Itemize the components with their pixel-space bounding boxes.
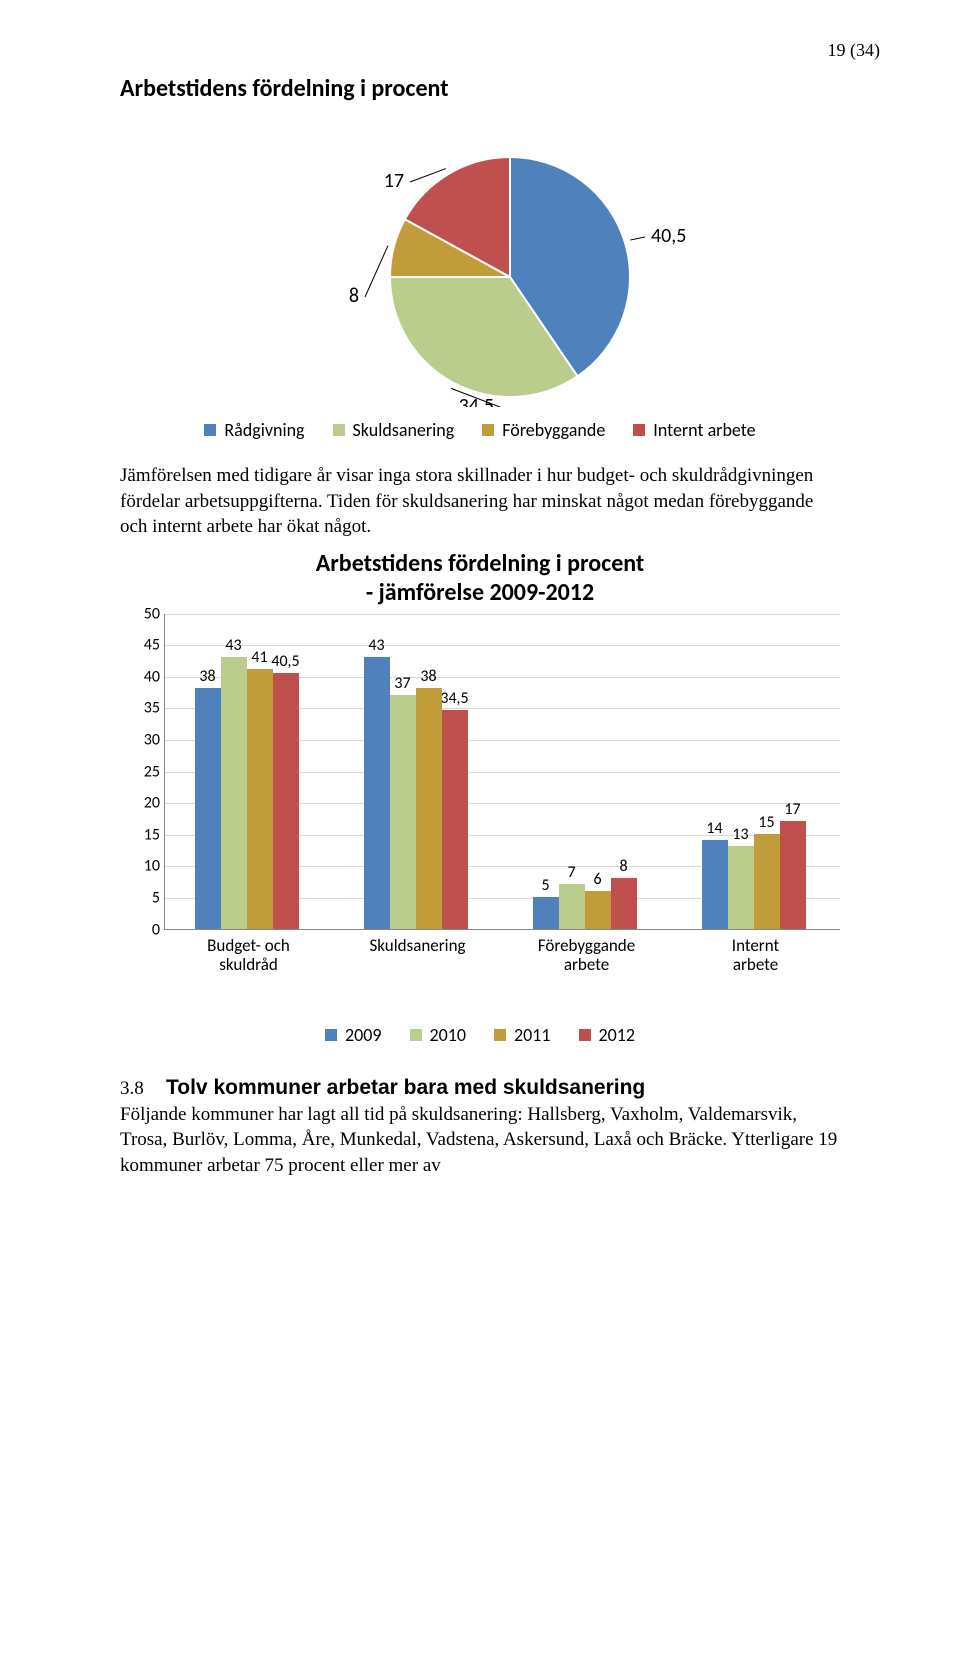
legend-label: 2012 [599, 1024, 636, 1046]
legend-label: Skuldsanering [353, 419, 455, 441]
bar-legend: 2009 2010 2011 2012 [120, 1024, 840, 1046]
legend-swatch [482, 424, 494, 436]
bar [221, 657, 247, 929]
pie-chart-block: Arbetstidens fördelning i procent 40,5 34… [120, 74, 840, 441]
legend-item: Internt arbete [633, 419, 755, 441]
y-tick-label: 35 [120, 699, 160, 718]
bar [195, 688, 221, 928]
bar-value-label: 8 [619, 857, 627, 876]
y-tick-label: 45 [120, 636, 160, 655]
bar [559, 884, 585, 928]
legend-item: Rådgivning [204, 419, 304, 441]
section-body: Följande kommuner har lagt all tid på sk… [120, 1102, 840, 1179]
pie-data-label: 8 [349, 284, 359, 308]
bar-title-line2: - jämförelse 2009-2012 [366, 578, 594, 607]
legend-swatch [333, 424, 345, 436]
y-tick-label: 15 [120, 825, 160, 844]
y-tick-label: 50 [120, 604, 160, 623]
bar-value-label: 43 [368, 636, 384, 655]
bar [416, 688, 442, 928]
legend-item: Skuldsanering [333, 419, 455, 441]
pie-chart-title: Arbetstidens fördelning i procent [120, 74, 840, 103]
page-number: 19 (34) [828, 40, 881, 61]
bar [585, 891, 611, 929]
pie-legend: Rådgivning Skuldsanering Förebyggande Inter… [204, 419, 755, 441]
x-category-label: Skuldsanering [338, 936, 498, 956]
x-category-label: Förebyggandearbete [507, 936, 667, 975]
legend-label: Förebyggande [502, 419, 605, 441]
bar-chart-block: Arbetstidens fördelning i procent - jämf… [120, 550, 840, 1046]
y-tick-label: 0 [120, 920, 160, 939]
bar [273, 673, 299, 929]
legend-item: 2012 [579, 1024, 636, 1046]
legend-swatch [410, 1029, 422, 1041]
bar [247, 669, 273, 928]
legend-swatch [579, 1029, 591, 1041]
bar-value-label: 17 [784, 800, 800, 819]
plot-area: 38434140,543373834,5576814131517 [164, 614, 840, 930]
bar [728, 846, 754, 928]
comparison-paragraph: Jämförelsen med tidigare år visar inga s… [120, 463, 840, 540]
bar-chart-title: Arbetstidens fördelning i procent - jämf… [120, 550, 840, 608]
bar-group [195, 657, 299, 929]
bar-group [533, 878, 637, 929]
y-tick-label: 30 [120, 730, 160, 749]
bar-group [702, 821, 806, 928]
pie-wrap: 40,5 34,5 8 17 Rådgivning Skuldsanering Föreb… [120, 107, 840, 441]
bar-value-label: 43 [225, 636, 241, 655]
pie-data-label: 40,5 [651, 224, 686, 248]
y-tick-label: 5 [120, 888, 160, 907]
page: 19 (34) Arbetstidens fördelning i procen… [0, 0, 960, 1654]
legend-label: Internt arbete [653, 419, 755, 441]
bar [754, 834, 780, 929]
bar-title-line1: Arbetstidens fördelning i procent [316, 549, 645, 578]
section-heading: 3.8Tolv kommuner arbetar bara med skulds… [120, 1076, 840, 1100]
x-category-label: Budget- ochskuldråd [169, 936, 329, 975]
legend-item: 2010 [410, 1024, 467, 1046]
legend-item: 2009 [325, 1024, 382, 1046]
legend-swatch [325, 1029, 337, 1041]
section-number: 3.8 [120, 1078, 166, 1100]
bar [533, 897, 559, 929]
pie-data-label: 34,5 [459, 394, 494, 407]
bar [780, 821, 806, 928]
bar [611, 878, 637, 929]
bar [364, 657, 390, 929]
y-tick-label: 10 [120, 857, 160, 876]
bar-group [364, 657, 468, 929]
legend-swatch [204, 424, 216, 436]
x-category-label: Interntarbete [676, 936, 836, 975]
pie-svg: 40,5 34,5 8 17 [250, 107, 710, 407]
legend-swatch [494, 1029, 506, 1041]
legend-swatch [633, 424, 645, 436]
bar [702, 840, 728, 928]
legend-item: 2011 [494, 1024, 551, 1046]
legend-label: 2011 [514, 1024, 551, 1046]
legend-item: Förebyggande [482, 419, 605, 441]
pie-data-label: 17 [384, 169, 404, 193]
bar [390, 695, 416, 929]
bar-chart: 05101520253035404550 38434140,543373834,… [120, 614, 840, 974]
section-title: Tolv kommuner arbetar bara med skuldsane… [166, 1076, 645, 1099]
y-tick-label: 25 [120, 762, 160, 781]
legend-label: 2009 [345, 1024, 382, 1046]
y-tick-label: 40 [120, 667, 160, 686]
bar [442, 710, 468, 928]
legend-label: 2010 [430, 1024, 467, 1046]
y-tick-label: 20 [120, 794, 160, 813]
legend-label: Rådgivning [224, 419, 304, 441]
